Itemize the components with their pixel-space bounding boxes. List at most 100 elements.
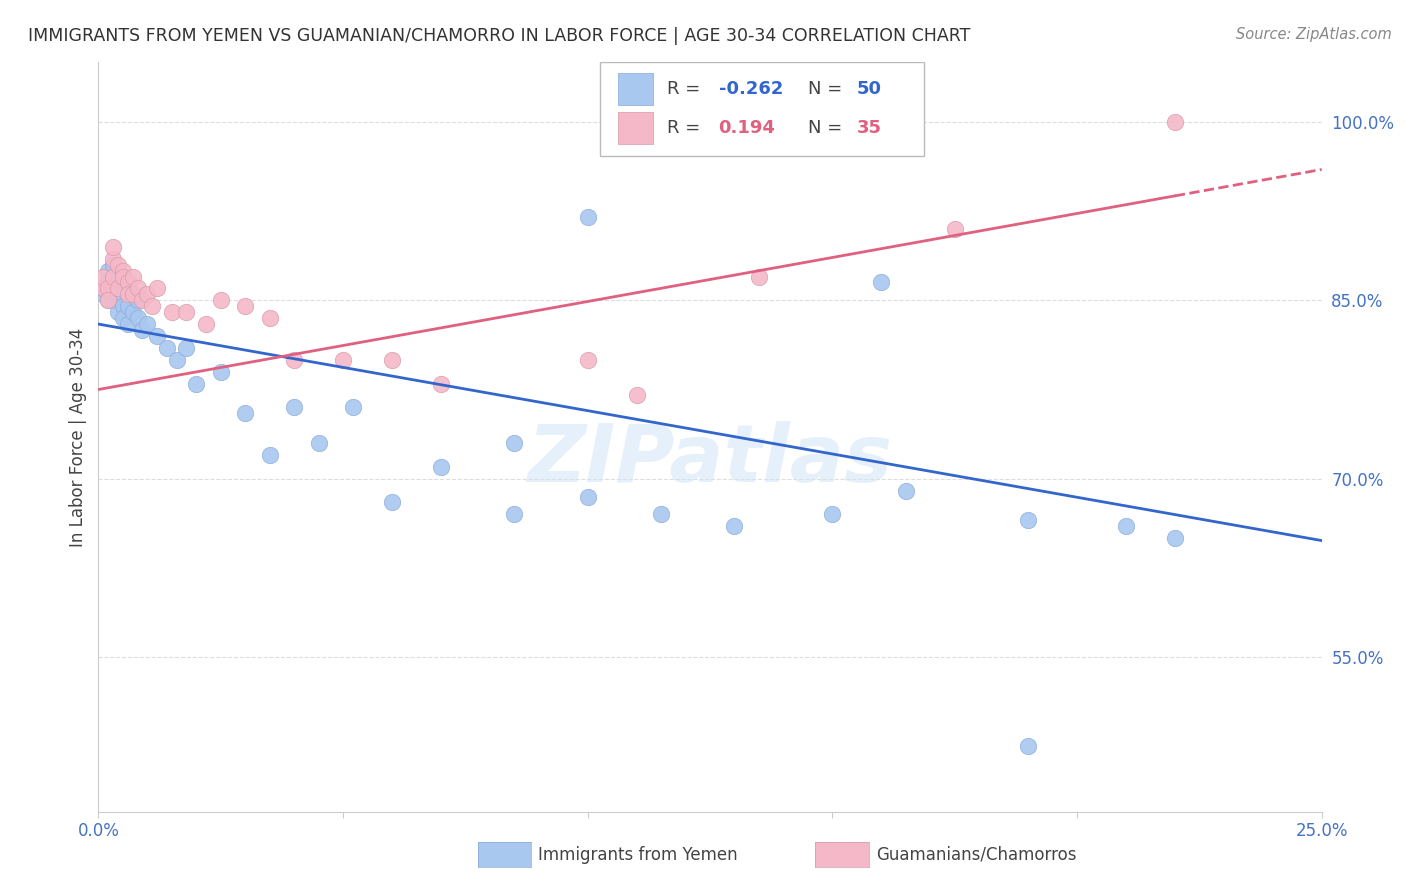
Point <box>111 299 134 313</box>
Point <box>91 269 114 284</box>
Point <box>259 311 281 326</box>
Point <box>430 376 453 391</box>
Point <box>101 269 124 284</box>
Text: 0.194: 0.194 <box>718 119 776 137</box>
Point <box>870 276 893 290</box>
Point <box>97 293 120 308</box>
Point <box>146 329 169 343</box>
Point <box>1017 739 1039 754</box>
Point <box>136 287 159 301</box>
Point <box>943 222 966 236</box>
Text: IMMIGRANTS FROM YEMEN VS GUAMANIAN/CHAMORRO IN LABOR FORCE | AGE 30-34 CORRELATI: IMMIGRANTS FROM YEMEN VS GUAMANIAN/CHAMO… <box>28 27 970 45</box>
Point <box>101 281 124 295</box>
Point <box>117 276 139 290</box>
Point <box>101 269 124 284</box>
Point <box>101 252 124 266</box>
Point <box>308 436 330 450</box>
Point <box>1164 115 1187 129</box>
Point <box>283 401 305 415</box>
Point <box>111 263 134 277</box>
Point <box>381 352 404 367</box>
FancyBboxPatch shape <box>619 112 652 144</box>
Point <box>127 293 149 308</box>
Point <box>107 281 129 295</box>
Point <box>111 311 134 326</box>
Text: R =: R = <box>668 119 706 137</box>
FancyBboxPatch shape <box>619 73 652 105</box>
Point <box>342 401 364 415</box>
Point <box>107 287 129 301</box>
Text: 50: 50 <box>856 80 882 98</box>
Point <box>176 305 198 319</box>
Point <box>1164 531 1187 545</box>
Point <box>101 258 124 272</box>
Point <box>576 352 599 367</box>
Text: Source: ZipAtlas.com: Source: ZipAtlas.com <box>1236 27 1392 42</box>
Point <box>91 287 114 301</box>
Point <box>576 490 599 504</box>
Text: N =: N = <box>808 119 848 137</box>
Point <box>186 376 208 391</box>
Point <box>176 341 198 355</box>
Point <box>97 293 120 308</box>
Point <box>723 519 745 533</box>
Point <box>283 352 305 367</box>
Text: Immigrants from Yemen: Immigrants from Yemen <box>538 846 738 863</box>
Point <box>503 436 526 450</box>
Point <box>107 258 129 272</box>
Point <box>111 269 134 284</box>
Point <box>121 269 143 284</box>
Point <box>626 388 648 402</box>
Point <box>117 317 139 331</box>
Point <box>233 406 256 420</box>
Point <box>101 293 124 308</box>
Point <box>107 305 129 319</box>
Point <box>166 352 188 367</box>
Point <box>111 269 134 284</box>
Point <box>117 287 139 301</box>
Point <box>117 299 139 313</box>
Point <box>141 299 163 313</box>
Point <box>97 281 120 295</box>
Point <box>146 281 169 295</box>
Point <box>894 483 917 498</box>
Point <box>650 508 672 522</box>
Point <box>576 210 599 224</box>
Point <box>127 311 149 326</box>
Point <box>209 365 232 379</box>
Y-axis label: In Labor Force | Age 30-34: In Labor Force | Age 30-34 <box>69 327 87 547</box>
Point <box>97 276 120 290</box>
Point <box>430 459 453 474</box>
Point <box>821 508 844 522</box>
Point <box>1017 513 1039 527</box>
Text: Guamanians/Chamorros: Guamanians/Chamorros <box>876 846 1077 863</box>
Point <box>121 287 143 301</box>
Text: -0.262: -0.262 <box>718 80 783 98</box>
Point <box>195 317 218 331</box>
Point <box>117 287 139 301</box>
Point <box>156 341 179 355</box>
Point <box>503 508 526 522</box>
Point <box>332 352 354 367</box>
Point <box>233 299 256 313</box>
Point <box>121 287 143 301</box>
Point <box>121 305 143 319</box>
Text: N =: N = <box>808 80 848 98</box>
Point <box>107 281 129 295</box>
Point <box>101 240 124 254</box>
Text: ZIPatlas: ZIPatlas <box>527 420 893 499</box>
Point <box>136 317 159 331</box>
FancyBboxPatch shape <box>600 62 924 156</box>
Point <box>381 495 404 509</box>
Point <box>91 281 114 295</box>
Point <box>131 323 153 337</box>
Point <box>97 263 120 277</box>
Text: 35: 35 <box>856 119 882 137</box>
Point <box>127 281 149 295</box>
Text: R =: R = <box>668 80 706 98</box>
Point <box>748 269 770 284</box>
Point <box>1115 519 1137 533</box>
Point <box>131 293 153 308</box>
Point <box>160 305 183 319</box>
Point <box>259 448 281 462</box>
